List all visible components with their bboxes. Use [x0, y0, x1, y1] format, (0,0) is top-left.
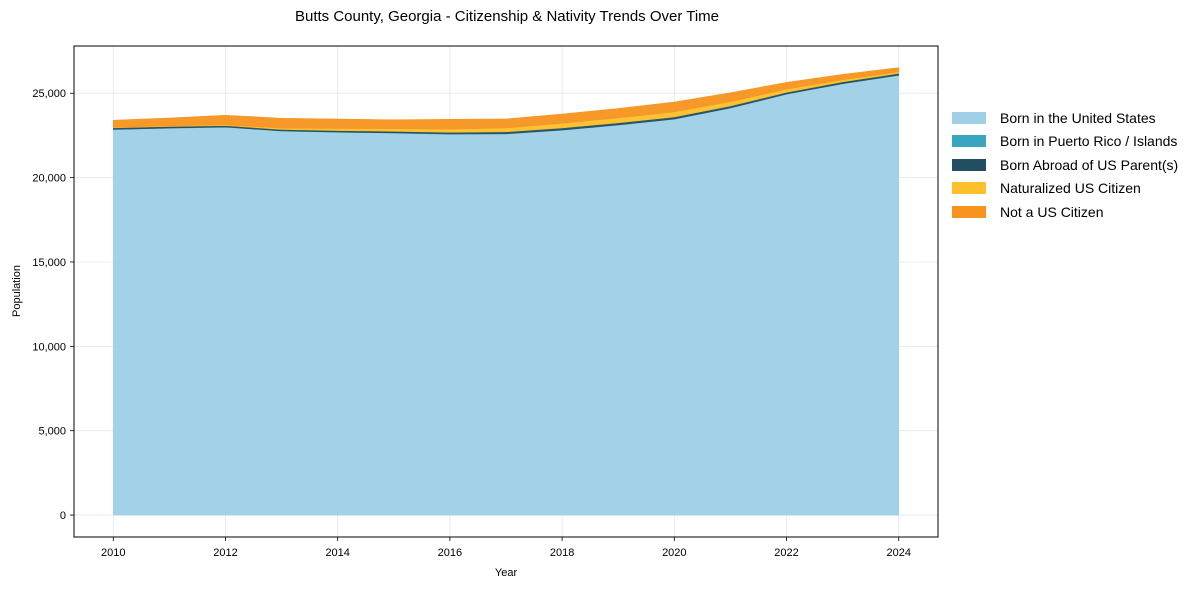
- stacked-areas: [112, 67, 900, 516]
- y-tick-label: 10,000: [32, 341, 66, 353]
- x-axis-label: Year: [495, 567, 518, 579]
- legend-swatch: [952, 135, 986, 148]
- x-tick-label: 2020: [662, 547, 686, 559]
- legend-item-born-abroad: Born Abroad of US Parent(s): [952, 153, 1178, 177]
- y-axis-ticks: 0 5,000 10,000 15,000 20,000 25,000: [32, 88, 74, 522]
- legend-swatch: [952, 182, 986, 195]
- legend-swatch: [952, 205, 986, 218]
- y-tick-label: 20,000: [32, 173, 66, 185]
- chart-title: Butts County, Georgia - Citizenship & Na…: [294, 8, 720, 25]
- x-tick-label: 2024: [886, 547, 910, 559]
- x-axis-ticks: 2010 2012 2014 2016 2018 2020 2022 2024: [101, 537, 911, 559]
- y-tick-label: 5,000: [38, 426, 66, 438]
- legend-item-non-citizen: Not a US Citizen: [952, 200, 1178, 224]
- x-tick-label: 2022: [774, 547, 798, 559]
- legend-swatch: [952, 158, 986, 171]
- x-tick-label: 2016: [438, 547, 462, 559]
- legend-item-us-born: Born in the United States: [952, 106, 1178, 130]
- x-tick-label: 2014: [325, 547, 349, 559]
- area-born-in-the-united-states: [112, 75, 900, 516]
- y-axis-label: Population: [11, 265, 23, 317]
- x-tick-label: 2018: [550, 547, 574, 559]
- y-tick-label: 15,000: [32, 257, 66, 269]
- legend-swatch: [952, 111, 986, 124]
- axes-frame: [73, 45, 939, 538]
- y-tick-label: 25,000: [32, 88, 66, 100]
- x-tick-label: 2012: [213, 547, 237, 559]
- y-tick-label: 0: [60, 510, 66, 522]
- x-tick-label: 2010: [101, 547, 125, 559]
- area-not-a-us-citizen: [112, 67, 900, 130]
- legend: Born in the United States Born in Puerto…: [952, 106, 1178, 224]
- legend-item-puerto-rico: Born in Puerto Rico / Islands: [952, 130, 1178, 154]
- legend-item-naturalized: Naturalized US Citizen: [952, 177, 1178, 201]
